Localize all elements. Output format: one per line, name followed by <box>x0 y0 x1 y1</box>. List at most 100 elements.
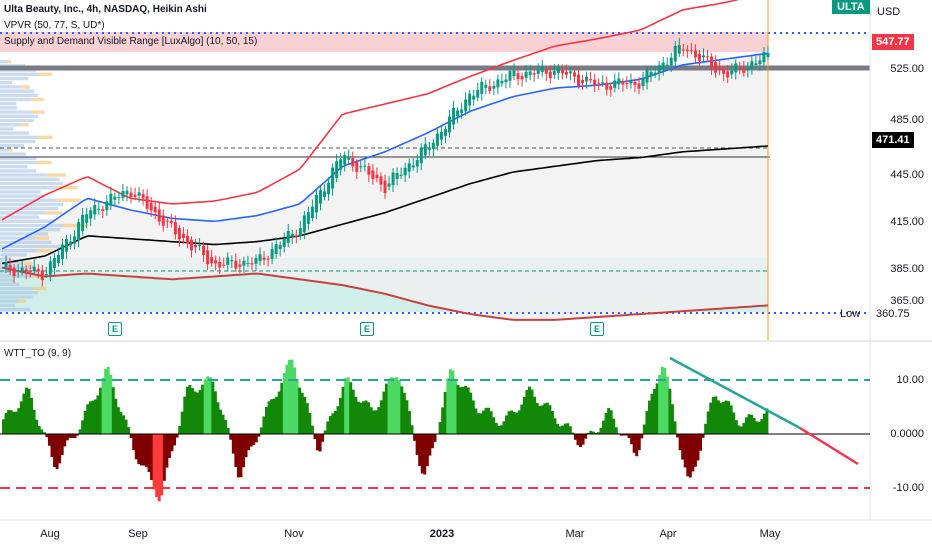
osc-bar <box>660 366 664 434</box>
candle-body <box>125 190 129 195</box>
osc-bar <box>737 425 741 434</box>
candle-body <box>327 182 331 195</box>
osc-bar <box>693 434 697 467</box>
osc-bar <box>119 412 123 434</box>
osc-bar <box>517 410 521 434</box>
sd-legend[interactable]: Supply and Demand Visible Range [LuxAlgo… <box>4 36 258 47</box>
osc-bar <box>83 410 87 434</box>
osc-bar <box>4 412 8 434</box>
candle-body <box>234 260 238 269</box>
price-candles <box>4 37 770 287</box>
candle-body <box>468 93 472 106</box>
vpvr-bar <box>23 261 33 265</box>
candle-body <box>512 70 516 76</box>
osc-bar <box>533 396 537 434</box>
osc-bar <box>604 413 608 434</box>
osc-bar <box>696 434 700 461</box>
osc-bar <box>308 412 312 434</box>
candle-body <box>32 266 36 272</box>
osc-bar <box>78 429 82 434</box>
osc-bar <box>196 392 200 434</box>
osc-bar <box>640 434 644 439</box>
candle-body <box>669 57 673 66</box>
osc-bar <box>752 418 756 434</box>
osc-bar <box>566 423 570 434</box>
osc-bar <box>499 425 503 434</box>
osc-bar <box>63 434 67 447</box>
earnings-marker[interactable]: E <box>360 322 374 336</box>
osc-bar <box>42 432 46 434</box>
osc-bar <box>704 423 708 434</box>
osc-bar <box>104 368 108 434</box>
osc-bar <box>471 400 475 434</box>
upper-band-line <box>1 0 740 221</box>
osc-bar <box>221 414 225 434</box>
candle-body <box>645 69 649 83</box>
candle-body <box>60 244 64 260</box>
osc-bar <box>152 434 156 490</box>
osc-bar <box>137 434 141 465</box>
candle-body <box>161 215 165 226</box>
vpvr-legend[interactable]: VPVR (50, 77, S, UD*) <box>4 20 105 31</box>
osc-bar <box>58 434 62 464</box>
candle-body <box>431 142 435 149</box>
osc-bar <box>349 382 353 434</box>
osc-bar <box>290 359 294 434</box>
osc-bar <box>425 434 429 467</box>
time-tick-sep: Sep <box>128 528 148 540</box>
osc-bar <box>561 425 565 434</box>
osc-bar <box>527 386 531 434</box>
osc-bar <box>727 401 731 434</box>
osc-bar <box>32 409 36 434</box>
osc-bar <box>596 432 600 434</box>
osc-bar <box>219 409 222 434</box>
osc-bar <box>686 434 690 477</box>
candle-body <box>278 244 282 250</box>
vpvr-bar <box>31 110 45 114</box>
osc-bar <box>584 434 588 439</box>
osc-bar <box>550 410 554 434</box>
osc-bar <box>167 434 171 458</box>
osc-bar <box>122 415 125 434</box>
earnings-marker[interactable]: E <box>108 322 122 336</box>
candle-body <box>97 208 101 210</box>
osc-bar <box>132 434 136 451</box>
candle-body <box>266 258 270 260</box>
osc-bar <box>430 434 434 449</box>
osc-bar <box>40 429 44 434</box>
candle-body <box>359 166 363 168</box>
candle-body <box>85 214 89 223</box>
candle-body <box>343 155 347 165</box>
candle-body <box>113 196 117 200</box>
earnings-marker[interactable]: E <box>590 322 604 336</box>
osc-bar <box>262 416 266 434</box>
osc-bar <box>405 400 409 434</box>
candle-body <box>4 262 8 268</box>
candle-body <box>270 249 274 259</box>
band-lines <box>1 0 769 321</box>
vpvr-bar <box>8 60 12 64</box>
osc-bar <box>127 427 131 434</box>
candle-body <box>754 63 758 65</box>
wtt-legend[interactable]: WTT_TO (9, 9) <box>4 348 72 359</box>
osc-bar <box>27 388 31 434</box>
candle-body <box>294 235 298 238</box>
osc-bar <box>635 434 639 457</box>
low-price-tag: 360.75 <box>876 308 910 320</box>
osc-bar <box>681 434 685 460</box>
osc-bar <box>336 406 340 434</box>
osc-bar <box>76 434 79 436</box>
vpvr-bar <box>36 249 52 253</box>
time-tick-may: May <box>759 528 781 540</box>
osc-bar <box>321 434 325 442</box>
candle-body <box>484 84 488 88</box>
vpvr-bar <box>0 244 62 249</box>
osc-bar <box>525 390 529 434</box>
vpvr-bar <box>0 123 21 127</box>
candle-body <box>609 86 613 90</box>
osc-bar <box>356 401 360 434</box>
osc-bar <box>203 379 207 434</box>
osc-bar <box>658 374 662 434</box>
candle-body <box>105 201 109 211</box>
osc-bar <box>81 420 85 434</box>
